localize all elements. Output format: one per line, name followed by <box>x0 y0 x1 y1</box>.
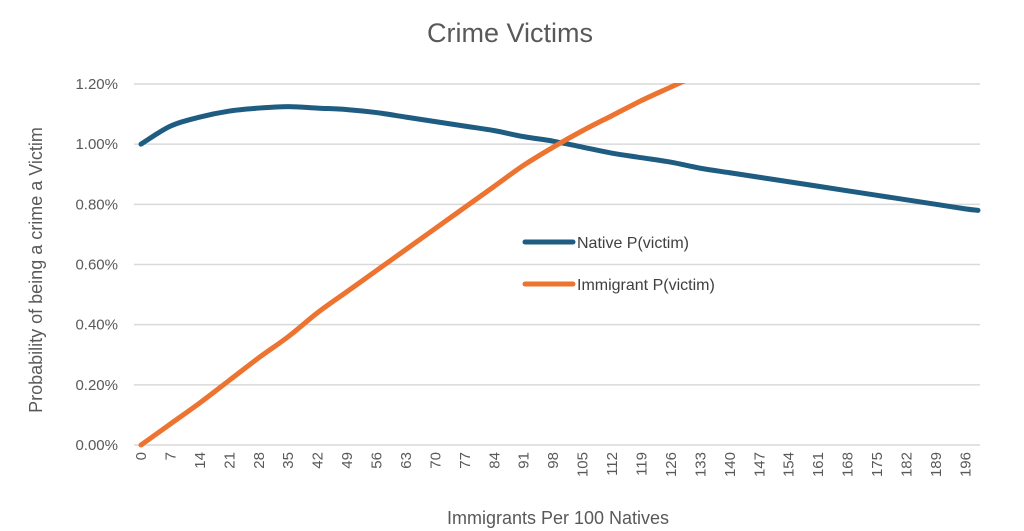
x-axis-ticks: 0 7 14 21 28 35 42 49 56 63 70 77 84 91 98 105 112 119 126… <box>133 452 974 477</box>
x-tick-label: 140 <box>722 452 739 477</box>
x-tick-label: 196 <box>957 452 974 477</box>
y-tick-label: 1.00% <box>75 136 118 153</box>
x-tick-label: 119 <box>634 452 651 476</box>
x-tick-label: 0 <box>133 452 150 460</box>
series-line-immigrant <box>138 83 686 448</box>
x-tick-label: 112 <box>604 452 621 476</box>
x-tick-label: 70 <box>427 452 444 469</box>
x-tick-label: 91 <box>516 452 533 469</box>
x-tick-label: 133 <box>692 452 709 477</box>
chart-title: Crime Victims <box>427 18 593 48</box>
y-tick-label: 0.80% <box>75 196 118 213</box>
x-tick-label: 21 <box>221 452 238 469</box>
y-tick-label: 0.20% <box>75 377 118 394</box>
x-tick-label: 49 <box>339 452 356 469</box>
x-tick-label: 161 <box>810 452 827 477</box>
x-tick-label: 28 <box>251 452 268 469</box>
y-tick-label: 0.00% <box>75 437 118 454</box>
series-lines <box>138 83 981 448</box>
legend-label-immigrant: Immigrant P(victim) <box>577 277 715 294</box>
y-axis-label: Probability of being a crime a Victim <box>26 127 46 413</box>
y-axis-ticks: 0.00% 0.20% 0.40% 0.60% 0.80% 1.00% 1.20% <box>75 76 118 454</box>
x-tick-label: 63 <box>398 452 415 469</box>
x-tick-label: 126 <box>663 452 680 477</box>
x-tick-label: 84 <box>486 452 503 469</box>
x-tick-label: 7 <box>162 452 179 460</box>
legend: Native P(victim) Immigrant P(victim) <box>522 235 715 294</box>
x-tick-label: 35 <box>280 452 297 469</box>
gridlines <box>134 83 980 446</box>
x-tick-label: 77 <box>457 452 474 469</box>
x-tick-label: 42 <box>310 452 327 469</box>
y-tick-label: 0.60% <box>75 257 118 274</box>
series-line-native <box>138 104 981 213</box>
x-tick-label: 105 <box>575 452 592 477</box>
x-tick-label: 182 <box>898 452 915 477</box>
x-tick-label: 14 <box>192 452 209 469</box>
x-tick-label: 147 <box>751 452 768 477</box>
x-tick-label: 56 <box>369 452 386 469</box>
y-tick-label: 1.20% <box>75 76 118 93</box>
x-tick-label: 168 <box>840 452 857 477</box>
y-tick-label: 0.40% <box>75 317 118 334</box>
legend-label-native: Native P(victim) <box>577 235 689 252</box>
x-tick-label: 189 <box>928 452 945 477</box>
x-tick-label: 175 <box>869 452 886 477</box>
x-tick-label: 98 <box>545 452 562 469</box>
x-tick-label: 154 <box>781 452 798 477</box>
x-axis-label: Immigrants Per 100 Natives <box>447 508 669 528</box>
